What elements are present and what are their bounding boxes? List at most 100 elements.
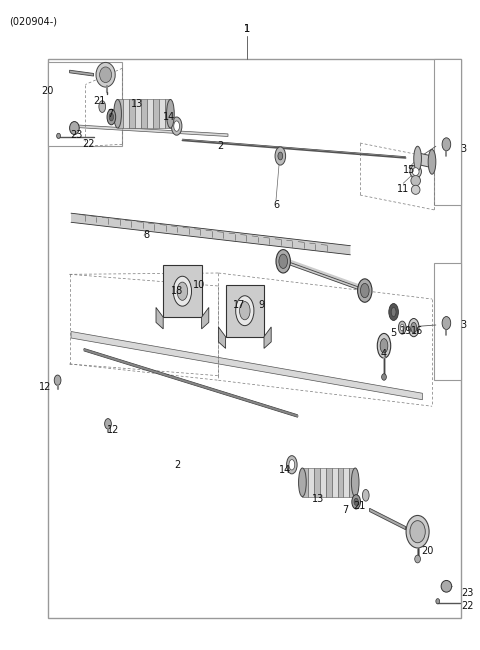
Ellipse shape (289, 460, 295, 470)
Ellipse shape (107, 109, 116, 125)
FancyBboxPatch shape (48, 62, 122, 146)
Ellipse shape (96, 62, 115, 87)
Text: 7: 7 (342, 505, 349, 515)
Text: 23: 23 (461, 588, 473, 598)
Polygon shape (344, 468, 349, 497)
Ellipse shape (412, 168, 419, 176)
Polygon shape (70, 70, 94, 76)
Polygon shape (337, 468, 344, 497)
FancyBboxPatch shape (48, 58, 461, 618)
Ellipse shape (362, 489, 369, 501)
Ellipse shape (173, 276, 192, 306)
Text: 5: 5 (390, 328, 397, 338)
Ellipse shape (415, 555, 420, 563)
Polygon shape (71, 332, 422, 400)
Ellipse shape (167, 99, 174, 128)
Ellipse shape (391, 307, 396, 317)
Ellipse shape (354, 498, 358, 506)
Polygon shape (314, 468, 320, 497)
Text: 1: 1 (244, 24, 250, 34)
Ellipse shape (428, 150, 436, 174)
Ellipse shape (382, 374, 386, 380)
Text: 14: 14 (278, 465, 291, 475)
Text: 19: 19 (399, 326, 412, 337)
Polygon shape (370, 508, 406, 530)
Polygon shape (302, 468, 308, 497)
Text: 21: 21 (353, 500, 365, 511)
Ellipse shape (275, 147, 286, 165)
Ellipse shape (236, 296, 254, 326)
Text: 3: 3 (461, 144, 467, 155)
Ellipse shape (177, 282, 188, 300)
Polygon shape (159, 99, 165, 128)
Ellipse shape (380, 339, 388, 353)
FancyBboxPatch shape (434, 58, 461, 205)
Polygon shape (147, 99, 153, 128)
Ellipse shape (100, 67, 112, 83)
Polygon shape (326, 468, 332, 497)
Text: 1: 1 (244, 24, 250, 34)
Text: 16: 16 (410, 326, 423, 337)
Ellipse shape (109, 113, 113, 121)
Ellipse shape (406, 515, 429, 548)
Polygon shape (349, 468, 355, 497)
Polygon shape (226, 285, 264, 337)
Polygon shape (71, 213, 350, 255)
Ellipse shape (436, 599, 440, 604)
Ellipse shape (411, 176, 420, 186)
Ellipse shape (352, 495, 360, 509)
Text: 21: 21 (93, 96, 106, 106)
Polygon shape (156, 307, 163, 329)
Ellipse shape (70, 122, 79, 135)
Text: 11: 11 (397, 183, 409, 194)
Ellipse shape (389, 304, 398, 320)
Text: 3: 3 (461, 320, 467, 330)
Ellipse shape (360, 283, 369, 298)
Text: 6: 6 (273, 200, 279, 210)
Text: 20: 20 (41, 86, 54, 96)
Text: (020904-): (020904-) (10, 16, 58, 26)
Ellipse shape (171, 117, 182, 135)
Ellipse shape (105, 419, 111, 429)
Ellipse shape (299, 468, 306, 497)
Ellipse shape (410, 521, 425, 543)
Text: 12: 12 (107, 425, 119, 436)
Text: 18: 18 (170, 285, 183, 296)
Ellipse shape (278, 152, 283, 160)
FancyBboxPatch shape (434, 263, 461, 380)
Text: 9: 9 (259, 300, 264, 311)
Ellipse shape (408, 318, 419, 337)
Ellipse shape (240, 302, 250, 320)
Text: 15: 15 (403, 165, 415, 176)
Polygon shape (165, 99, 170, 128)
Text: 7: 7 (107, 109, 114, 120)
Polygon shape (332, 468, 337, 497)
Polygon shape (118, 99, 123, 128)
Ellipse shape (442, 138, 451, 151)
Ellipse shape (441, 580, 452, 592)
Ellipse shape (279, 254, 288, 268)
Ellipse shape (414, 146, 421, 171)
Polygon shape (123, 99, 129, 128)
Ellipse shape (358, 279, 372, 302)
Polygon shape (218, 327, 226, 348)
Polygon shape (202, 307, 209, 329)
Ellipse shape (411, 185, 420, 194)
Ellipse shape (57, 133, 60, 138)
Polygon shape (418, 153, 432, 168)
Ellipse shape (411, 322, 417, 333)
Text: 23: 23 (71, 129, 83, 140)
Polygon shape (264, 327, 271, 348)
Text: 12: 12 (39, 382, 52, 392)
Ellipse shape (398, 321, 406, 334)
Polygon shape (163, 265, 202, 317)
Polygon shape (308, 468, 314, 497)
Text: 22: 22 (83, 139, 95, 150)
Ellipse shape (442, 317, 451, 330)
Polygon shape (153, 99, 159, 128)
Text: 2: 2 (174, 460, 181, 470)
Polygon shape (320, 468, 326, 497)
Ellipse shape (99, 101, 106, 112)
Ellipse shape (174, 121, 180, 131)
Text: 14: 14 (163, 112, 176, 122)
